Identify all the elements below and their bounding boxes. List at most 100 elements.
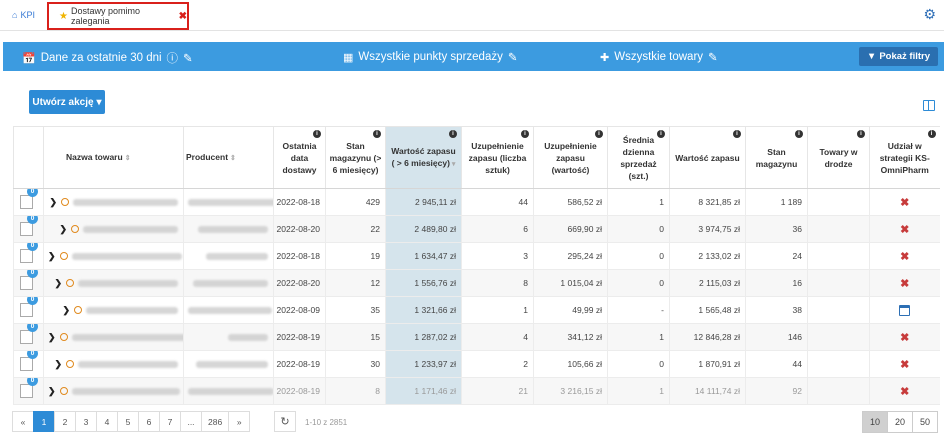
row-badge: 0	[27, 215, 38, 224]
page-button[interactable]: 3	[75, 411, 97, 432]
table-row[interactable]: 0 ❯ 2022-08-19 15 1 287,02 zł 4 341,12 zł 1 12 8…	[13, 323, 940, 351]
show-filters-button[interactable]: ▼ Pokaż filtry	[858, 47, 938, 66]
header-replenish-value-label: Uzupełnienie zapasu (wartość)	[544, 140, 597, 175]
tab-dostawy[interactable]: ★ Dostawy pomimo zalegania ✖	[47, 2, 189, 30]
chevron-right-icon[interactable]: ❯	[48, 385, 56, 396]
row-checkbox[interactable]	[20, 222, 33, 236]
row-badge: 0	[27, 323, 38, 332]
goods-filter-label: Wszystkie towary	[614, 51, 704, 63]
stock-6m-cell: 19	[325, 242, 386, 270]
stock-value-6m-cell: 1 634,47 zł	[385, 242, 462, 270]
avg-sales-cell: 0	[607, 242, 670, 270]
table-row[interactable]: 0 ❯ 2022-08-19 30 1 233,97 zł 2 105,66 zł 0 1 87…	[13, 350, 940, 378]
page-size-option[interactable]: 50	[912, 411, 938, 433]
table-row[interactable]: 0 ❯ 2022-08-18 429 2 945,11 zł 44 586,52 zł 1 8 …	[13, 188, 940, 216]
chevron-right-icon[interactable]: ❯	[54, 277, 62, 288]
blurred-product-name	[71, 333, 184, 341]
header-checkbox	[13, 126, 44, 189]
page-button[interactable]: 4	[96, 411, 118, 432]
header-replenish-qty[interactable]: i Uzupełnienie zapasu (liczba sztuk)	[461, 126, 534, 189]
replenish-value-cell: 3 216,15 zł	[533, 377, 608, 405]
refresh-button[interactable]: ↻	[274, 411, 296, 432]
stock-value-cell: 2 115,03 zł	[669, 269, 746, 297]
stock-value-6m-cell: 1 171,46 zł	[385, 377, 462, 405]
row-checkbox-cell: 0	[13, 296, 44, 324]
row-checkbox[interactable]	[20, 303, 33, 317]
header-replenish-value[interactable]: i Uzupełnienie zapasu (wartość)	[533, 126, 608, 189]
period-filter[interactable]: 📅 Dane za ostatnie 30 dni ⓘ ✎	[22, 50, 193, 66]
row-checkbox[interactable]	[20, 195, 33, 209]
chevron-right-icon[interactable]: ❯	[49, 196, 57, 207]
header-strategy[interactable]: i Udział w strategii KS-OmniPharm	[869, 126, 940, 189]
row-checkbox[interactable]	[20, 330, 33, 344]
page-button[interactable]: 2	[54, 411, 76, 432]
chevron-right-icon[interactable]: ❯	[62, 304, 70, 315]
page-size-option[interactable]: 10	[862, 411, 888, 433]
header-stock-value[interactable]: i Wartość zapasu	[669, 126, 746, 189]
replenish-qty-cell: 2	[461, 350, 534, 378]
info-icon[interactable]: i	[373, 130, 381, 138]
header-last-delivery[interactable]: i Ostatnia data dostawy	[273, 126, 326, 189]
product-name-cell: ❯	[43, 323, 184, 351]
edit-icon[interactable]: ✎	[708, 52, 718, 64]
page-button[interactable]: 5	[117, 411, 139, 432]
row-checkbox[interactable]	[20, 249, 33, 263]
show-filters-label: Pokaż filtry	[879, 51, 930, 62]
info-icon[interactable]: i	[521, 130, 529, 138]
info-icon[interactable]: i	[857, 130, 865, 138]
blurred-producer	[188, 388, 274, 396]
producer-cell	[183, 350, 274, 378]
points-filter[interactable]: ▦ Wszystkie punkty sprzedaży ✎	[343, 50, 517, 64]
chevron-right-icon[interactable]: ❯	[48, 331, 56, 342]
edit-icon[interactable]: ✎	[183, 53, 193, 65]
table-row[interactable]: 0 ❯ 2022-08-20 12 1 556,76 zł 8 1 015,04 zł 0 2 …	[13, 269, 940, 297]
header-producer[interactable]: Producent ⇕	[183, 126, 274, 189]
producer-cell	[183, 296, 274, 324]
columns-toggle-icon[interactable]	[923, 100, 935, 111]
info-icon[interactable]: i	[449, 130, 457, 138]
create-action-button[interactable]: Utwórz akcję ▾	[29, 90, 105, 114]
page-size-option[interactable]: 20	[887, 411, 913, 433]
page-button[interactable]: 7	[159, 411, 181, 432]
goods-filter[interactable]: ✚ Wszystkie towary ✎	[600, 50, 718, 64]
header-name[interactable]: Nazwa towaru ⇕	[43, 126, 184, 189]
row-checkbox[interactable]	[20, 357, 33, 371]
header-stock-value-6m[interactable]: i Wartość zapasu ( > 6 miesięcy) ▾	[385, 126, 462, 189]
info-icon[interactable]: i	[927, 130, 936, 138]
chevron-right-icon[interactable]: ❯	[48, 250, 56, 261]
avg-sales-cell: 1	[607, 188, 670, 216]
header-stock-6m[interactable]: i Stan magazynu (> 6 miesięcy)	[325, 126, 386, 189]
info-icon[interactable]: i	[657, 130, 665, 138]
prev-page-button[interactable]: «	[12, 411, 34, 432]
row-checkbox[interactable]	[20, 276, 33, 290]
info-icon[interactable]: i	[313, 130, 321, 138]
table-row[interactable]: 0 ❯ 2022-08-19 8 1 171,46 zł 21 3 216,15 zł 1 14…	[13, 377, 940, 405]
close-tab-icon[interactable]: ✖	[178, 10, 187, 22]
page-button[interactable]: 1	[33, 411, 55, 432]
chevron-right-icon[interactable]: ❯	[54, 358, 62, 369]
page-button[interactable]: 6	[138, 411, 160, 432]
table-row[interactable]: 0 ❯ 2022-08-20 22 2 489,80 zł 6 669,90 zł 0 3 97…	[13, 215, 940, 243]
edit-icon[interactable]: ✎	[507, 52, 518, 64]
home-icon: ⌂	[12, 10, 18, 20]
header-in-transit[interactable]: i Towary w drodze	[807, 126, 870, 189]
page-button[interactable]: 286	[201, 411, 230, 432]
replenish-qty-cell: 44	[461, 188, 534, 216]
tab-kpi[interactable]: ⌂ KPI	[12, 10, 35, 20]
row-checkbox-cell: 0	[13, 215, 44, 243]
table-row[interactable]: 0 ❯ 2022-08-18 19 1 634,47 zł 3 295,24 zł 0 2 13…	[13, 242, 940, 270]
calendar-icon[interactable]	[899, 304, 911, 316]
info-icon[interactable]: i	[595, 130, 603, 138]
info-icon[interactable]: i	[733, 130, 741, 138]
header-avg-sales[interactable]: i Średnia dzienna sprzedaż (szt.)	[607, 126, 670, 189]
next-page-button[interactable]: »	[228, 411, 251, 432]
info-icon[interactable]: i	[795, 130, 803, 138]
blurred-producer	[188, 199, 274, 207]
chevron-right-icon[interactable]: ❯	[59, 223, 67, 234]
page-button[interactable]: ...	[180, 411, 202, 432]
stock-cell: 146	[745, 323, 808, 351]
header-stock[interactable]: i Stan magazynu	[745, 126, 808, 189]
row-checkbox[interactable]	[20, 384, 33, 398]
table-row[interactable]: 0 ❯ 2022-08-09 35 1 321,66 zł 1 49,99 zł -1 565…	[13, 296, 940, 324]
settings-gears-icon[interactable]: ⚙	[923, 6, 936, 22]
